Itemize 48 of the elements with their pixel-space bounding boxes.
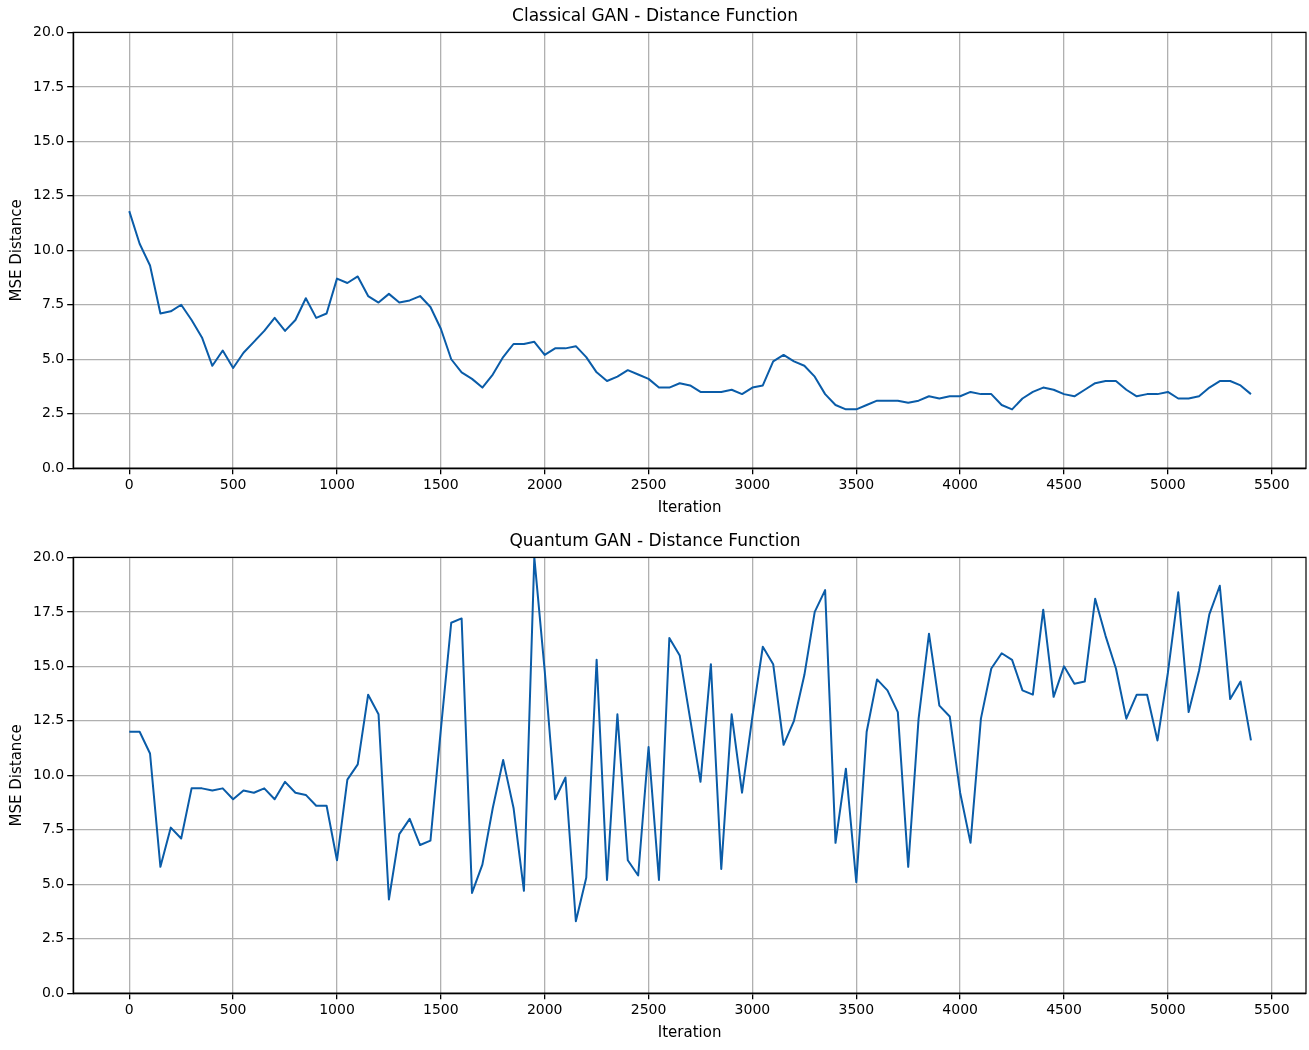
x-tick-label: 1000 (319, 1001, 355, 1018)
y-tick-label: 5.0 (41, 874, 65, 891)
x-tick-label: 3500 (838, 1001, 875, 1018)
x-tick-label: 500 (219, 1001, 247, 1018)
x-tick-label: 1000 (319, 476, 355, 493)
x-axis-title: Iteration (657, 1022, 722, 1041)
x-tick-label: 5500 (1253, 476, 1290, 493)
x-tick-label: 5500 (1253, 1001, 1290, 1018)
x-tick-label: 3000 (734, 1001, 771, 1018)
y-tick-label: 10.0 (33, 240, 65, 257)
x-tick-label: 4500 (1046, 1001, 1082, 1018)
y-tick-label: 2.5 (41, 404, 65, 421)
y-tick-label: 17.5 (33, 602, 65, 619)
x-tick-label: 2000 (526, 476, 563, 493)
y-tick-label: 5.0 (41, 349, 65, 366)
y-tick-label: 20.0 (33, 548, 65, 565)
y-tick-label: 10.0 (33, 765, 65, 782)
chart-title: Quantum GAN - Distance Function (509, 529, 801, 550)
y-tick-label: 0.0 (41, 458, 65, 475)
y-tick-label: 15.0 (33, 656, 65, 673)
y-tick-label: 0.0 (41, 983, 65, 1000)
y-tick-label: 7.5 (41, 295, 65, 312)
x-tick-label: 4000 (942, 476, 978, 493)
x-tick-label: 0 (124, 476, 134, 493)
x-tick-label: 4000 (942, 1001, 978, 1018)
x-axis-title: Iteration (657, 497, 722, 516)
y-axis-title: MSE Distance (6, 199, 25, 302)
x-tick-label: 2000 (526, 1001, 563, 1018)
x-tick-label: 4500 (1046, 476, 1082, 493)
x-tick-label: 0 (124, 1001, 134, 1018)
x-tick-label: 2500 (630, 476, 667, 493)
chart-title: Classical GAN - Distance Function (512, 4, 798, 25)
x-tick-label: 1500 (423, 476, 459, 493)
x-tick-label: 5000 (1150, 1001, 1186, 1018)
y-tick-label: 12.5 (33, 186, 65, 203)
y-tick-label: 2.5 (41, 929, 65, 946)
x-tick-label: 500 (219, 476, 247, 493)
y-axis-title: MSE Distance (6, 724, 25, 827)
y-tick-label: 12.5 (33, 711, 65, 728)
y-tick-label: 15.0 (33, 131, 65, 148)
x-tick-label: 3500 (838, 476, 875, 493)
x-tick-label: 1500 (423, 1001, 459, 1018)
x-tick-label: 2500 (630, 1001, 667, 1018)
y-tick-label: 7.5 (41, 820, 65, 837)
y-tick-label: 20.0 (33, 23, 65, 40)
x-tick-label: 5000 (1150, 476, 1186, 493)
x-tick-label: 3000 (734, 476, 771, 493)
y-tick-label: 17.5 (33, 77, 65, 94)
